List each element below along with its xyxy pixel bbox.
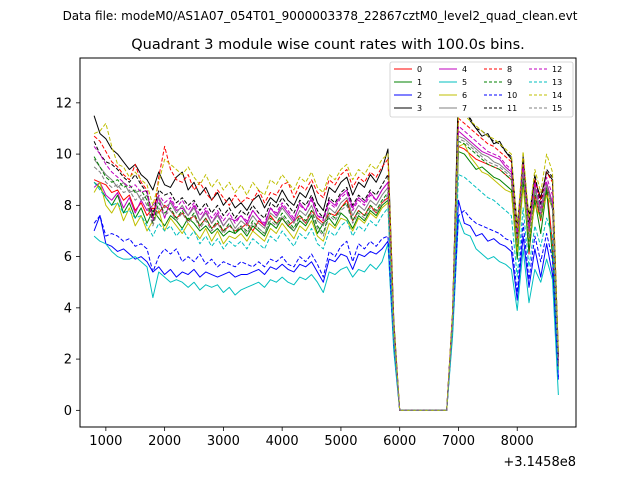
series-line-9 (93, 140, 559, 411)
x-axis: 1000 2000 3000 4000 5000 6000 7000 8000 (89, 427, 534, 449)
series-line-15 (93, 138, 559, 411)
y-tick-label: 2 (64, 353, 72, 368)
series-line-6 (93, 143, 559, 411)
x-offset-label: +3.1458e8 (503, 455, 576, 470)
series-line-14 (93, 112, 559, 411)
legend-label-9: 9 (507, 78, 512, 87)
x-tick-label: 6000 (383, 434, 416, 449)
legend-label-11: 11 (507, 104, 517, 113)
legend-label-1: 1 (417, 78, 422, 87)
x-tick-label: 8000 (501, 434, 534, 449)
legend-label-10: 10 (507, 91, 517, 100)
axes-background (80, 58, 576, 427)
y-axis: 0 2 4 6 8 10 12 (55, 96, 80, 419)
x-tick-label: 3000 (207, 434, 240, 449)
series-line-2 (93, 199, 559, 411)
legend-label-7: 7 (462, 104, 467, 113)
legend-label-12: 12 (552, 65, 562, 74)
legend-label-3: 3 (417, 104, 422, 113)
x-tick-label: 7000 (442, 434, 475, 449)
plot-area (79, 57, 577, 428)
chart-title: Quadrant 3 module wise count rates with … (131, 37, 525, 53)
y-tick-label: 12 (55, 96, 72, 111)
x-tick-label: 5000 (324, 434, 357, 449)
series-line-12 (93, 125, 559, 411)
series-line-10 (93, 209, 559, 411)
y-tick-label: 8 (64, 199, 72, 214)
series-line-8 (93, 117, 559, 411)
series-line-1 (93, 151, 559, 411)
series-line-13 (93, 174, 559, 411)
y-tick-label: 0 (64, 404, 72, 419)
y-tick-label: 10 (55, 148, 72, 163)
legend-label-4: 4 (462, 65, 467, 74)
legend-label-0: 0 (417, 65, 422, 74)
x-tick-label: 1000 (89, 434, 122, 449)
series-line-7 (93, 135, 559, 411)
suptitle: Data file: modeM0/AS1A07_054T01_90000033… (63, 9, 578, 23)
legend-label-13: 13 (552, 78, 562, 87)
x-tick-label: 4000 (266, 434, 299, 449)
series-line-5 (93, 217, 559, 411)
series-layer (93, 86, 559, 411)
legend-label-15: 15 (552, 104, 562, 113)
legend-label-2: 2 (417, 91, 422, 100)
axes-frame (79, 57, 577, 428)
legend-label-6: 6 (462, 91, 467, 100)
legend-label-5: 5 (462, 78, 467, 87)
legend-frame (389, 61, 574, 118)
series-line-11 (93, 97, 559, 411)
legend-label-8: 8 (507, 65, 512, 74)
x-tick-label: 2000 (148, 434, 181, 449)
y-tick-label: 4 (64, 301, 72, 316)
y-tick-label: 6 (64, 250, 72, 265)
legend-label-14: 14 (552, 91, 562, 100)
series-line-3 (93, 86, 559, 411)
